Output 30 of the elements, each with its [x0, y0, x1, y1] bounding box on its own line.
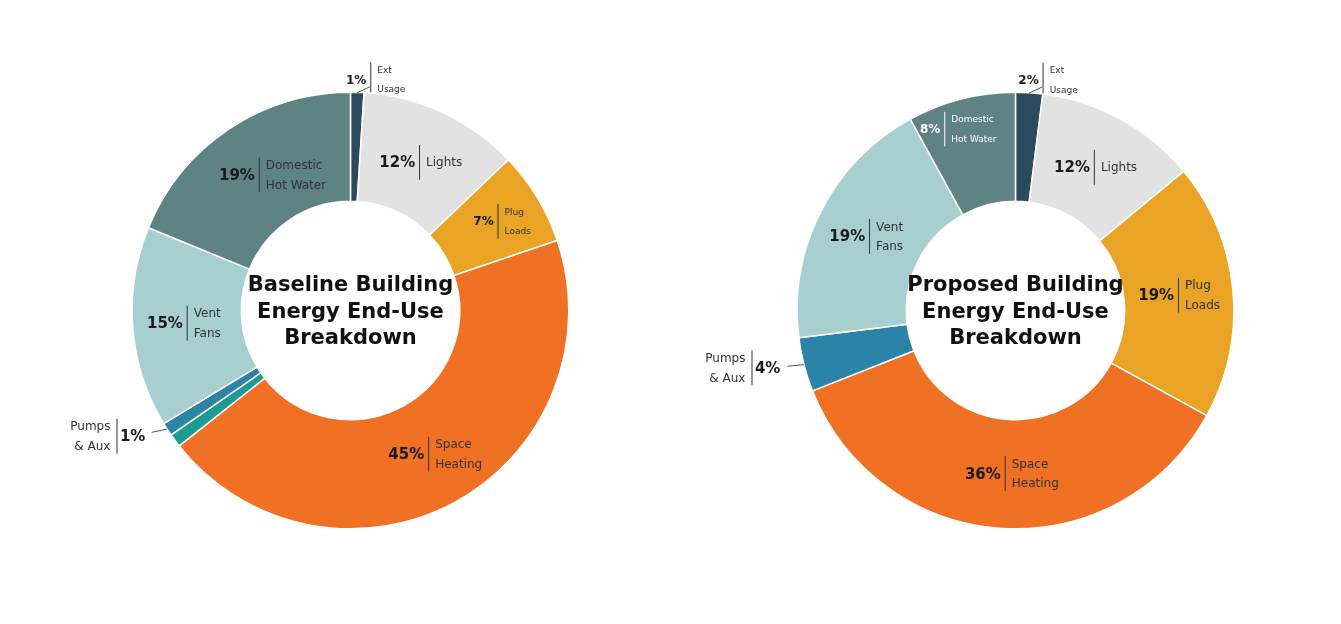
slice-label: Ext Usage: [377, 64, 406, 95]
slice-label: Lights: [426, 155, 463, 170]
data-label: 15%: [146, 314, 183, 333]
data-label: 45%: [388, 445, 425, 464]
slice-label: Pumps & Aux: [70, 419, 111, 453]
slice-label: Pumps & Aux: [705, 351, 746, 385]
slice-label: Space Heating: [1011, 456, 1059, 491]
slice-label: Domestic Hot Water: [951, 114, 997, 144]
data-label: 2%: [1018, 73, 1039, 88]
data-label: 19%: [1138, 286, 1175, 305]
slice-label: Vent Fans: [193, 306, 222, 340]
text: Proposed Building Energy End-Use Breakdown: [907, 272, 1124, 349]
data-label: 1%: [119, 427, 146, 446]
data-label: 12%: [379, 153, 416, 172]
slice-label: Plug Loads: [504, 206, 532, 237]
data-label: 12%: [1054, 158, 1090, 177]
data-label: 36%: [964, 464, 1001, 483]
data-label: 19%: [829, 227, 866, 246]
data-label: 19%: [218, 165, 255, 184]
slice-label: Vent Fans: [876, 219, 904, 254]
data-label: 8%: [920, 122, 941, 137]
slice-label: Domestic Hot Water: [265, 158, 327, 192]
data-label: 7%: [473, 214, 494, 229]
slice-label: Ext Usage: [1049, 65, 1079, 95]
text: Baseline Building Energy End-Use Breakdown: [247, 272, 454, 349]
data-label: 1%: [346, 72, 367, 87]
slice-label: Plug Loads: [1185, 278, 1221, 312]
slice-label: Lights: [1100, 160, 1138, 175]
data-label: 4%: [754, 358, 781, 377]
slice-label: Space Heating: [435, 437, 483, 471]
